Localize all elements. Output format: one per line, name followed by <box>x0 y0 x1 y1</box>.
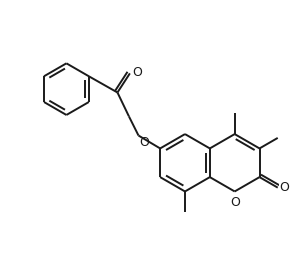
Text: O: O <box>231 196 241 209</box>
Text: O: O <box>280 181 289 194</box>
Text: O: O <box>139 137 149 150</box>
Text: O: O <box>132 66 142 79</box>
